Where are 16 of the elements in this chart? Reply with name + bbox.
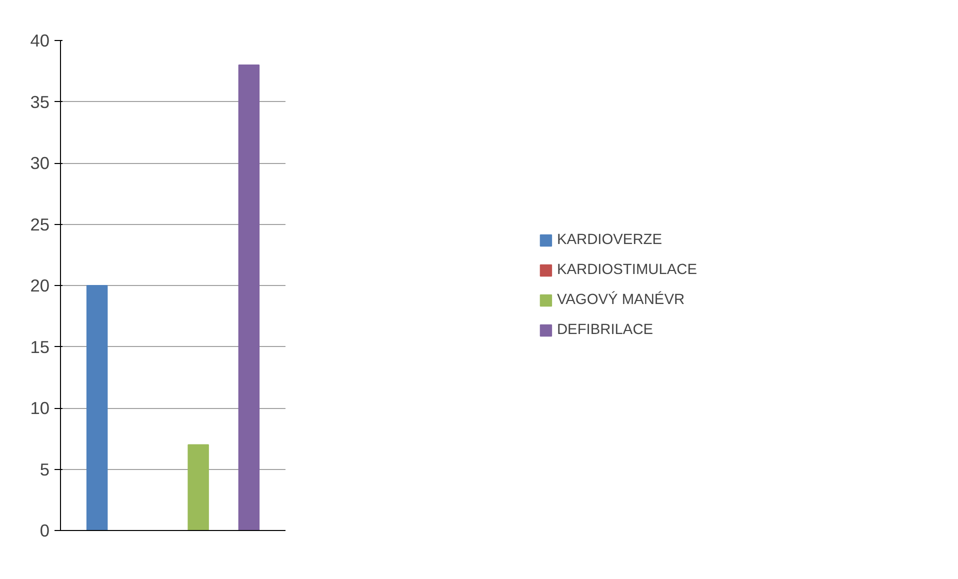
- y-tick-label: 5: [40, 459, 50, 480]
- bar: [238, 64, 260, 530]
- y-tick-label: 15: [30, 336, 50, 357]
- y-tick-label: 25: [30, 214, 50, 234]
- y-tick-label: 35: [30, 92, 50, 112]
- legend-label: DEFIBRILACE: [556, 322, 654, 338]
- bar: [188, 444, 209, 530]
- y-tick-label: 10: [30, 398, 50, 418]
- legend-label: KARDIOSTIMULACE: [556, 262, 698, 278]
- legend-label: KARDIOVERZE: [556, 232, 662, 248]
- y-tick-label: 30: [30, 153, 50, 173]
- legend-label: VAGOVÝ MANÉVR: [556, 292, 685, 308]
- bar: [86, 285, 108, 530]
- y-tick-label: 20: [30, 276, 50, 296]
- y-tick-label: 40: [30, 30, 50, 50]
- y-tick-label: 0: [40, 520, 50, 540]
